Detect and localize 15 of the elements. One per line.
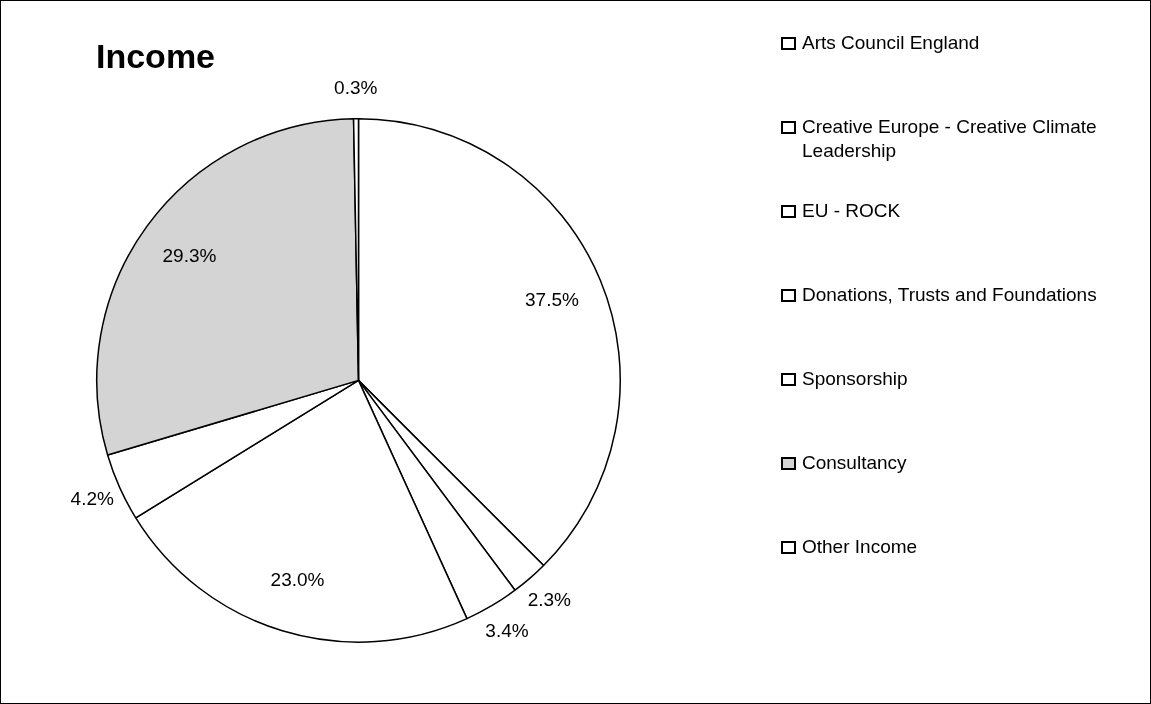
legend-label: EU - ROCK	[802, 199, 901, 223]
data-label: 37.5%	[525, 288, 579, 310]
legend-label: Creative Europe - Creative Climate Leadership	[802, 115, 1098, 163]
data-label: 0.3%	[334, 76, 378, 98]
data-label: 3.4%	[485, 619, 529, 641]
chart-title: Income	[96, 36, 216, 75]
legend-label: Other Income	[802, 535, 918, 559]
legend-label: Consultancy	[802, 451, 907, 475]
data-label: 29.3%	[162, 245, 217, 267]
legend-label: Arts Council England	[802, 31, 980, 55]
data-label: 4.2%	[70, 487, 114, 509]
data-label: 2.3%	[527, 589, 572, 611]
legend-label: Donations, Trusts and Foundations	[802, 283, 1097, 307]
legend-label: Sponsorship	[802, 367, 908, 391]
data-label: 23.0%	[270, 568, 325, 590]
